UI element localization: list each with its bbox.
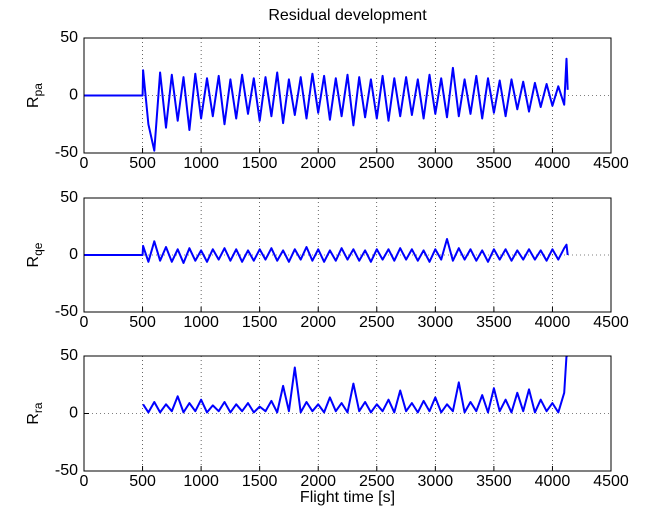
x-tick-label: 4000 [535, 155, 571, 172]
y-tick-label: 50 [60, 189, 78, 206]
axes-frame [83, 37, 612, 154]
x-tick-label: 1000 [183, 473, 219, 490]
data-line [84, 57, 569, 152]
y-axis-label: Rra [25, 402, 45, 425]
x-tick-label: 0 [80, 155, 89, 172]
y-axis-label-sub: qe [31, 242, 45, 256]
y-axis-label-main: R [25, 413, 42, 425]
x-tick-label: 4500 [593, 314, 629, 331]
data-line [142, 356, 568, 414]
x-tick-label: 3500 [476, 314, 512, 331]
x-tick-label: 500 [129, 155, 156, 172]
x-tick-label: 0 [80, 314, 89, 331]
x-tick-label: 2500 [359, 473, 395, 490]
y-tick-label: 50 [60, 29, 78, 46]
y-axis-label-sub: pa [31, 83, 45, 97]
x-tick-label: 3000 [418, 155, 454, 172]
y-tick-label: -50 [55, 303, 78, 320]
x-tick-label: 3500 [476, 155, 512, 172]
x-tick-label: 0 [80, 473, 89, 490]
x-tick-label: 4500 [593, 473, 629, 490]
x-tick-label: 500 [129, 473, 156, 490]
x-tick-label: 2000 [300, 473, 336, 490]
y-axis-label: Rpa [25, 83, 45, 108]
chart-title: Residual development [268, 7, 427, 24]
x-tick-label: 4500 [593, 155, 629, 172]
y-tick-label: -50 [55, 462, 78, 479]
x-tick-label: 3500 [476, 473, 512, 490]
x-tick-label: 1500 [242, 155, 278, 172]
x-tick-label: 4000 [535, 473, 571, 490]
y-tick-label: 0 [69, 87, 78, 104]
x-tick-label: 1000 [183, 155, 219, 172]
axes-frame [83, 355, 612, 472]
y-axis-label-sub: ra [31, 402, 45, 413]
data-line [84, 238, 569, 264]
y-tick-label: 50 [60, 347, 78, 364]
x-axis-label: Flight time [s] [300, 489, 395, 506]
x-tick-label: 3000 [418, 314, 454, 331]
x-tick-label: 1500 [242, 314, 278, 331]
y-tick-label: 0 [69, 246, 78, 263]
x-tick-label: 2000 [300, 314, 336, 331]
x-tick-label: 2000 [300, 155, 336, 172]
y-axis-label-main: R [25, 96, 42, 108]
y-axis-label: Rqe [25, 242, 45, 267]
x-tick-label: 500 [129, 314, 156, 331]
x-tick-label: 1000 [183, 314, 219, 331]
axes-frame [83, 197, 612, 313]
x-tick-label: 4000 [535, 314, 571, 331]
x-tick-label: 2500 [359, 314, 395, 331]
x-tick-label: 2500 [359, 155, 395, 172]
y-tick-label: 0 [69, 405, 78, 422]
y-axis-label-main: R [25, 256, 42, 268]
x-tick-label: 1500 [242, 473, 278, 490]
x-tick-label: 3000 [418, 473, 454, 490]
y-tick-label: -50 [55, 144, 78, 161]
